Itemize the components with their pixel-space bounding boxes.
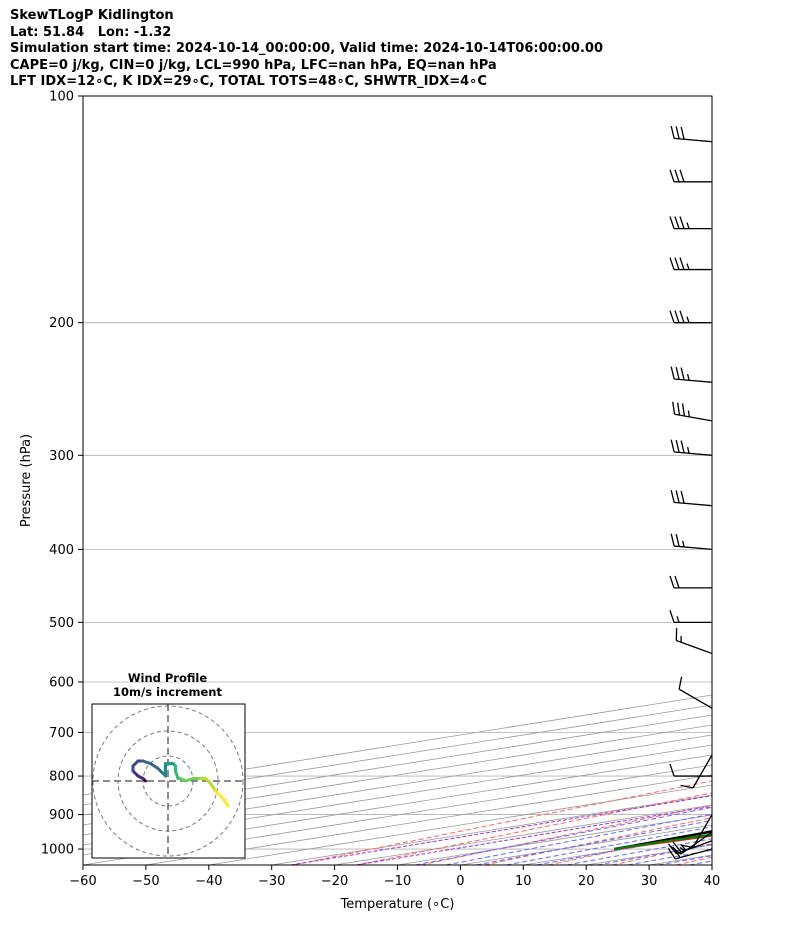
header-line-indices-2: LFT IDX=12∘C, K IDX=29∘C, TOTAL TOTS=48∘… — [10, 74, 487, 89]
isotherm — [523, 834, 712, 865]
wind-barb — [669, 257, 712, 271]
y-tick-label: 700 — [49, 726, 74, 741]
header-line-location: Lat: 51.84 Lon: -1.32 — [10, 24, 172, 40]
wind-barb — [670, 489, 713, 507]
x-axis-label: Temperature (∘C) — [340, 897, 455, 912]
isotherm — [460, 824, 712, 865]
x-tick-label: −50 — [132, 874, 159, 889]
wind-barb — [669, 310, 712, 324]
y-tick-label: 900 — [49, 808, 74, 823]
y-tick-label: 1000 — [41, 843, 74, 858]
dry-adiabat — [548, 829, 712, 865]
moist-adiabat — [476, 819, 712, 865]
moist-adiabat — [658, 855, 712, 865]
header-line-times: Simulation start time: 2024-10-14_00:00:… — [10, 41, 603, 56]
isotherm — [83, 694, 712, 796]
x-tick-label: −20 — [321, 874, 348, 889]
y-tick-label: 100 — [49, 90, 74, 105]
isotherm — [83, 714, 712, 816]
y-axis-label: Pressure (hPa) — [19, 434, 34, 527]
hodograph-frame — [91, 703, 246, 859]
y-tick-label: 500 — [49, 616, 74, 631]
wind-barb — [670, 533, 713, 551]
wind-barb — [667, 840, 713, 855]
wind-barb — [670, 125, 713, 143]
x-tick-label: 0 — [456, 874, 464, 889]
mixing-ratio-line — [290, 795, 712, 865]
wind-barb — [669, 763, 712, 777]
moist-adiabat — [627, 849, 712, 865]
hodograph-subtitle: 10m/s increment — [113, 685, 222, 699]
wind-barb — [670, 831, 713, 855]
y-tick-label: 600 — [49, 675, 74, 690]
header-line-indices-1: CAPE=0 j/kg, CIN=0 j/kg, LCL=990 hPa, LF… — [10, 57, 497, 73]
isotherm — [83, 704, 712, 806]
y-tick-label: 400 — [49, 543, 74, 558]
wind-barb — [678, 676, 713, 709]
wind-barb — [680, 814, 713, 849]
wind-barb — [669, 216, 712, 230]
x-tick-label: 10 — [515, 874, 532, 889]
dry-adiabat — [740, 96, 794, 865]
isotherm — [649, 854, 712, 865]
isotherm — [271, 794, 712, 865]
dry-adiabat — [675, 856, 712, 865]
wind-barb — [669, 575, 712, 589]
wind-barb — [670, 366, 713, 383]
wind-barb — [669, 169, 712, 183]
dry-adiabat — [611, 843, 712, 865]
isotherm — [397, 814, 712, 865]
isotherm — [83, 734, 712, 836]
x-tick-label: −30 — [258, 874, 285, 889]
dry-adiabat — [356, 792, 712, 865]
x-tick-label: −40 — [195, 874, 222, 889]
moist-adiabat — [689, 860, 712, 865]
x-tick-label: 30 — [641, 874, 658, 889]
hodograph-segment — [214, 789, 225, 800]
hodograph-title: Wind Profile — [128, 671, 208, 685]
moist-adiabat — [536, 832, 712, 865]
moist-adiabat — [506, 826, 712, 865]
x-tick-label: −10 — [384, 874, 411, 889]
y-tick-label: 800 — [49, 770, 74, 785]
mixing-ratio-line — [356, 805, 712, 865]
header-line-station: SkewTLogP Kidlington — [10, 8, 174, 23]
x-tick-label: 20 — [578, 874, 595, 889]
wind-barb — [675, 627, 713, 655]
moist-adiabat — [415, 806, 712, 865]
hodograph-segment — [209, 782, 217, 793]
wind-barb — [670, 439, 713, 456]
isotherm — [83, 724, 712, 826]
wind-barb — [669, 610, 712, 624]
sounding-header: SkewTLogP Kidlington Lat: 51.84 Lon: -1.… — [10, 8, 603, 91]
dry-adiabat — [484, 817, 712, 865]
y-tick-label: 200 — [49, 316, 74, 331]
isotherm — [334, 804, 712, 865]
wind-barb — [680, 754, 713, 789]
isotherm — [208, 784, 712, 865]
hodograph-segment — [221, 797, 230, 808]
y-tick-label: 300 — [49, 449, 74, 464]
x-tick-label: −60 — [69, 874, 96, 889]
hodograph-segment — [149, 762, 160, 770]
isotherm — [711, 864, 712, 865]
wind-barb — [672, 401, 713, 422]
dry-adiabat — [420, 804, 712, 865]
x-tick-label: 40 — [704, 874, 721, 889]
moist-adiabat — [597, 844, 712, 865]
plot-area — [83, 96, 794, 865]
